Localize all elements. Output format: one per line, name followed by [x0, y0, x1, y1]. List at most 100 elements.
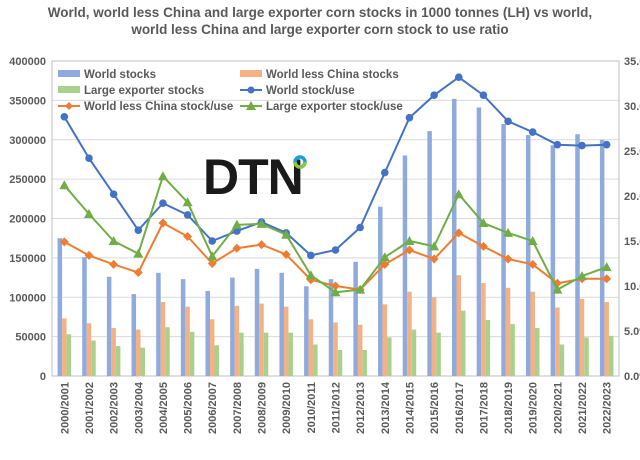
marker-point [404, 245, 414, 255]
bar-world-less-china-stocks [86, 323, 92, 376]
marker-point [478, 241, 488, 251]
marker-point [405, 113, 414, 122]
marker-point [454, 73, 463, 81]
marker-point [207, 251, 218, 261]
marker-point [257, 240, 267, 250]
right-tick-label: 35.0% [624, 56, 640, 68]
marker-point [380, 259, 390, 269]
marker-point [108, 236, 119, 245]
left-tick-label: 250000 [9, 174, 46, 186]
right-tick-label: 5.0% [624, 326, 640, 338]
marker-point [504, 117, 512, 126]
bar-world-stocks [402, 155, 408, 376]
x-tick-label: 2000/2001 [59, 382, 71, 434]
x-tick-label: 2003/2004 [133, 381, 145, 434]
bar-large-exporter-stocks [165, 327, 170, 376]
line-large-exporter-stock-use [63, 174, 608, 294]
legend-label: Large exporter stocks [84, 85, 204, 97]
bar-large-exporter-stocks [214, 345, 219, 376]
marker-point [430, 91, 438, 99]
bar-world-less-china-stocks [456, 275, 462, 376]
bar-large-exporter-stocks [288, 332, 293, 376]
bar-world-stocks [131, 294, 137, 376]
marker-point [379, 252, 390, 262]
marker-point [478, 218, 489, 227]
bar-large-exporter-stocks [510, 324, 515, 376]
right-tick-label: 30.0% [624, 101, 640, 113]
bar-large-exporter-stocks [189, 331, 195, 376]
bar-world-less-china-stocks [308, 319, 314, 376]
bar-large-exporter-stocks [313, 344, 318, 376]
bar-world-less-china-stocks [382, 304, 388, 376]
x-tick-label: 2007/2008 [232, 382, 244, 434]
bar-world-less-china-stocks [357, 324, 363, 376]
marker-point [231, 219, 242, 229]
marker-point [601, 262, 612, 272]
bar-world-stocks [550, 145, 556, 376]
left-tick-label: 150000 [9, 253, 46, 265]
x-tick-label: 2022/2023 [602, 382, 614, 434]
bar-world-less-china-stocks [62, 318, 67, 376]
bar-world-less-china-stocks [407, 291, 412, 376]
marker-point [85, 154, 93, 162]
marker-point [429, 254, 439, 264]
x-tick-label: 2021/2022 [577, 382, 589, 434]
x-tick-label: 2020/2021 [552, 382, 564, 434]
x-tick-label: 2008/2009 [257, 382, 269, 434]
title-line-2: world less China and large exporter corn… [131, 22, 509, 37]
marker-point [454, 228, 464, 238]
marker-point [528, 259, 538, 269]
marker-point [182, 197, 193, 207]
bar-world-stocks [304, 286, 309, 376]
x-tick-label: 2017/2018 [478, 382, 490, 434]
legend-marker [65, 102, 73, 110]
bar-world-stocks [156, 272, 161, 376]
marker-point [109, 190, 118, 198]
marker-point [183, 211, 192, 219]
marker-point [134, 226, 143, 234]
x-tick-label: 2001/2002 [84, 382, 96, 434]
bar-world-less-china-stocks [111, 327, 116, 376]
bar-large-exporter-stocks [559, 344, 565, 376]
right-tick-label: 25.0% [624, 146, 640, 158]
marker-point [133, 248, 144, 258]
marker-point [60, 113, 69, 121]
x-tick-label: 2013/2014 [380, 381, 392, 434]
bar-world-less-china-stocks [604, 301, 609, 376]
marker-point [281, 229, 292, 239]
bar-large-exporter-stocks [140, 347, 146, 376]
bar-world-less-china-stocks [259, 303, 264, 376]
logo-ring-accent [293, 161, 307, 169]
marker-point [503, 254, 513, 264]
bar-world-less-china-stocks [555, 307, 560, 376]
title-line-1: World, world less China and large export… [47, 5, 593, 20]
marker-point [84, 250, 94, 260]
bar-world-stocks [476, 107, 482, 377]
bar-large-exporter-stocks [387, 337, 392, 376]
bar-world-less-china-stocks [234, 305, 240, 376]
bar-world-less-china-stocks [481, 283, 486, 376]
marker-point [404, 236, 415, 245]
marker-point [207, 259, 217, 268]
bar-world-stocks [575, 134, 580, 376]
legend-label: Large exporter stock/use [266, 101, 403, 113]
legend-marker [246, 101, 256, 110]
marker-point [256, 218, 267, 228]
marker-point [479, 91, 488, 99]
left-tick-label: 200000 [9, 214, 46, 226]
marker-point [109, 259, 119, 269]
marker-point [602, 274, 612, 284]
bar-world-stocks [328, 279, 334, 376]
bar-large-exporter-stocks [91, 340, 96, 376]
bar-world-less-china-stocks [431, 297, 437, 376]
legend-swatch [240, 70, 262, 77]
bar-large-exporter-stocks [337, 350, 343, 376]
bar-large-exporter-stocks [411, 329, 417, 376]
bar-world-stocks [501, 124, 506, 376]
marker-point [133, 268, 143, 277]
bar-world-stocks [230, 277, 235, 376]
legend-marker [247, 86, 255, 94]
marker-point [159, 199, 167, 207]
x-tick-label: 2011/2012 [331, 382, 343, 433]
